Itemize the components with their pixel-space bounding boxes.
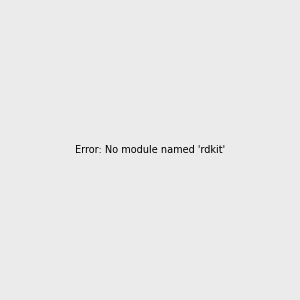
Text: Error: No module named 'rdkit': Error: No module named 'rdkit' <box>75 145 225 155</box>
